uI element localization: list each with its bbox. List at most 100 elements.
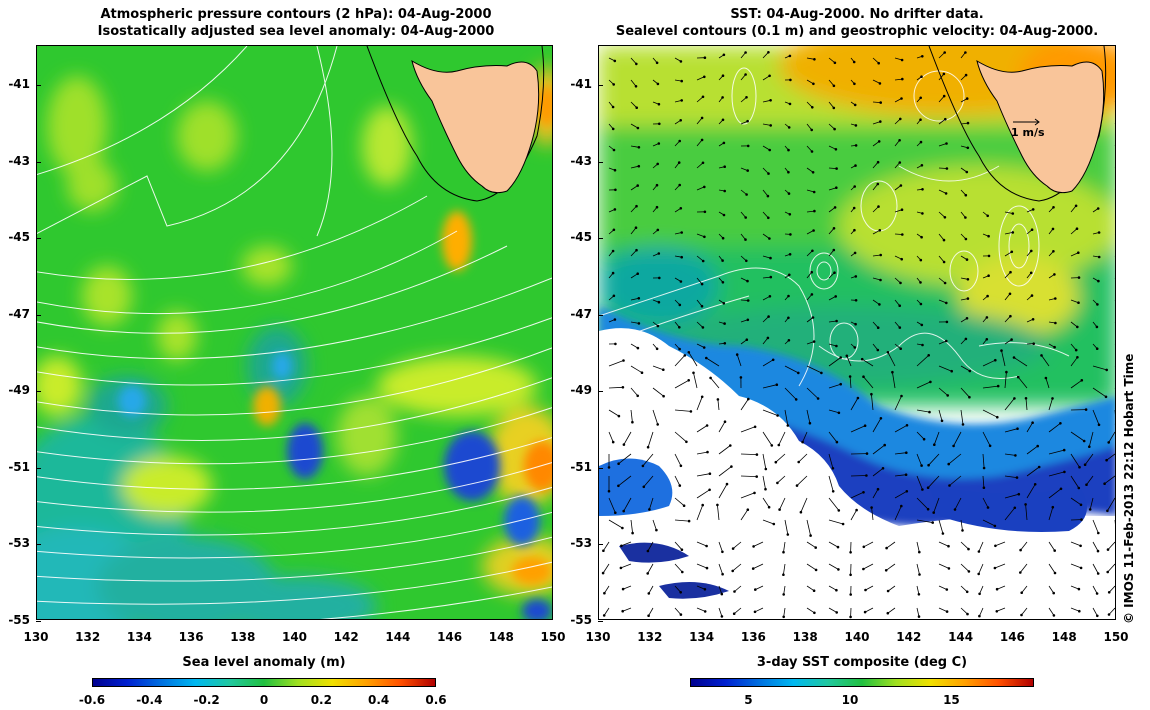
velocity-arrow-head (1107, 613, 1111, 616)
velocity-arrow (1045, 377, 1050, 389)
velocity-arrow-head (1017, 492, 1021, 496)
velocity-arrow-head (965, 258, 969, 261)
velocity-arrow-head (692, 371, 695, 375)
velocity-arrow-head (646, 549, 650, 553)
x-tick-label: 148 (488, 630, 514, 644)
velocity-arrow-head (993, 358, 997, 362)
velocity-arrow (648, 607, 654, 616)
velocity-arrow (916, 431, 925, 440)
velocity-arrow (916, 519, 933, 523)
velocity-arrow-head (621, 526, 624, 530)
velocity-arrow-head (812, 589, 816, 592)
velocity-arrow-head (831, 489, 835, 493)
velocity-arrow-head (878, 229, 882, 232)
velocity-arrow-head (1076, 251, 1080, 255)
velocity-arrow (938, 95, 945, 103)
velocity-arrow (960, 387, 970, 398)
velocity-arrow-head (900, 58, 904, 62)
velocity-arrow (674, 409, 691, 412)
velocity-arrow-head (722, 53, 726, 57)
velocity-arrow-head (1074, 204, 1078, 208)
y-tick-label: -47 (8, 306, 30, 321)
velocity-arrow (850, 425, 866, 433)
velocity-arrow (828, 519, 844, 525)
velocity-arrow-head (612, 83, 616, 86)
velocity-arrow-head (1105, 458, 1108, 462)
velocity-arrow (696, 563, 708, 569)
velocity-arrow-head (744, 51, 747, 54)
velocity-arrow (938, 340, 947, 345)
velocity-arrow-head (899, 504, 903, 508)
velocity-arrow-head (852, 60, 856, 64)
velocity-arrow-head (877, 61, 881, 65)
velocity-arrow (630, 519, 633, 534)
velocity-arrow (696, 299, 703, 307)
x-tick-label: 146 (999, 630, 1025, 644)
velocity-arrow-head (631, 531, 634, 535)
velocity-arrow (1114, 189, 1115, 190)
velocity-arrow-head (789, 78, 792, 82)
velocity-arrow (630, 57, 637, 65)
velocity-arrow (762, 75, 770, 81)
velocity-arrow-head (948, 484, 951, 487)
velocity-arrow (1114, 344, 1115, 345)
velocity-arrow-head (1077, 301, 1080, 305)
colorbar-tick-label: 0.6 (425, 693, 447, 707)
velocity-arrow (1070, 205, 1077, 213)
velocity-arrow (718, 607, 723, 617)
velocity-arrow-head (678, 484, 682, 487)
velocity-arrow (630, 387, 639, 397)
velocity-arrow (652, 409, 659, 425)
velocity-arrow (762, 475, 766, 490)
velocity-arrow-head (1053, 549, 1057, 552)
velocity-arrow (916, 381, 931, 389)
velocity-arrow (1114, 410, 1115, 415)
velocity-arrow-head (810, 128, 814, 132)
velocity-arrow-head (920, 464, 923, 467)
velocity-arrow-head (634, 62, 638, 66)
velocity-arrow (696, 139, 703, 147)
velocity-arrow (1070, 541, 1081, 547)
velocity-arrow-head (721, 259, 724, 262)
velocity-arrow-head (611, 105, 615, 109)
y-tick-label: -43 (570, 153, 592, 168)
velocity-arrow-head (987, 234, 990, 238)
velocity-arrow (806, 387, 819, 399)
velocity-arrow (828, 409, 840, 414)
velocity-arrow (648, 585, 654, 594)
velocity-arrow (736, 354, 742, 367)
velocity-arrow-head (996, 384, 1000, 388)
velocity-arrow-head (853, 185, 857, 188)
velocity-arrow-head (814, 568, 818, 572)
velocity-arrow-head (920, 164, 924, 167)
velocity-arrow (1041, 355, 1050, 367)
velocity-arrow-head (767, 51, 770, 54)
velocity-arrow-head (917, 550, 921, 554)
velocity-arrow-head (835, 319, 838, 323)
velocity-arrow (954, 497, 962, 510)
velocity-arrow (916, 585, 920, 595)
velocity-arrow-head (1076, 355, 1079, 359)
velocity-arrow (693, 372, 698, 389)
velocity-arrow (850, 491, 864, 499)
velocity-arrow (630, 227, 637, 235)
velocity-arrow (1026, 466, 1040, 477)
velocity-arrow-head (788, 213, 792, 216)
velocity-arrow-head (900, 257, 904, 261)
velocity-arrow-head (964, 216, 967, 219)
velocity-arrow-head (932, 511, 936, 514)
velocity-arrow-head (770, 444, 774, 447)
velocity-arrow-head (940, 419, 944, 423)
velocity-arrow (982, 359, 996, 367)
velocity-arrow (608, 360, 624, 367)
velocity-arrow (718, 585, 723, 595)
velocity-arrow-head (1095, 614, 1099, 618)
velocity-arrow (996, 585, 1006, 590)
velocity-arrow-head (744, 238, 747, 241)
velocity-arrow (696, 396, 703, 411)
velocity-arrow (1070, 475, 1080, 489)
velocity-arrow (762, 431, 773, 446)
velocity-arrow (938, 541, 949, 547)
y-tick-label: -49 (8, 383, 30, 397)
velocity-arrow-head (723, 420, 727, 424)
